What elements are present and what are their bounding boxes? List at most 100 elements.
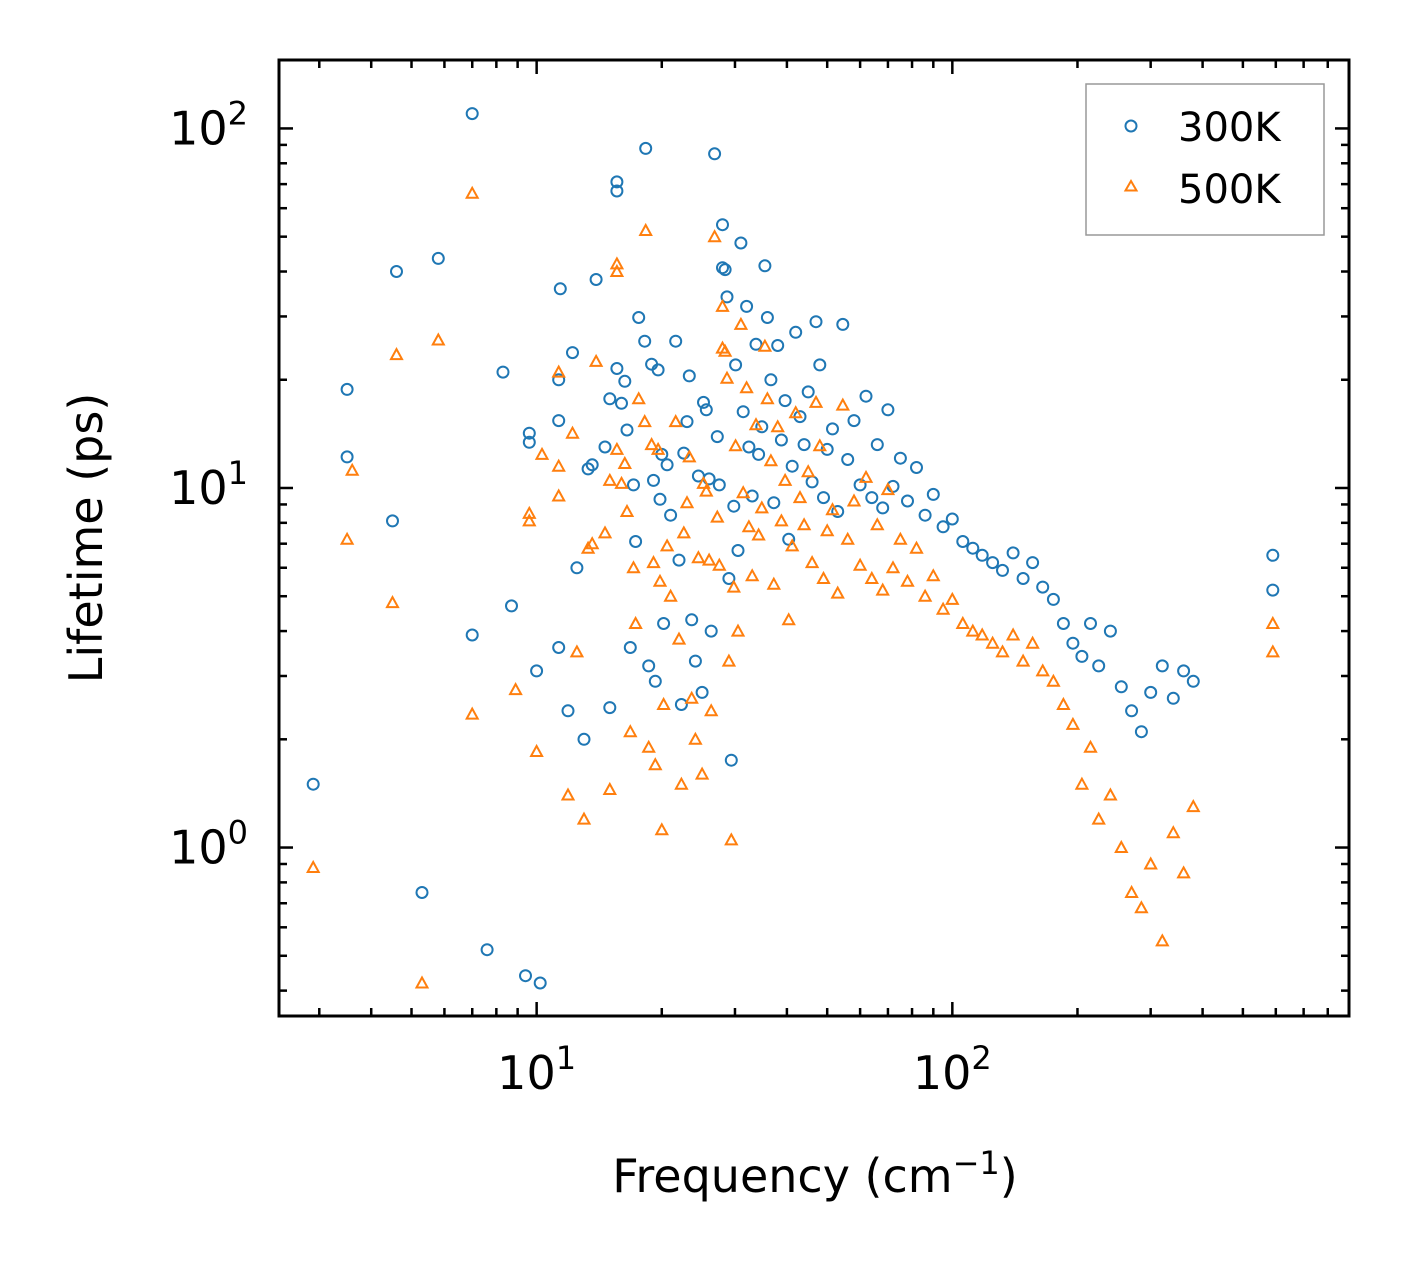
data-point-300k: [1036, 580, 1050, 594]
data-point-300k: [581, 462, 595, 476]
data-point-300k: [817, 491, 830, 505]
data-point-300k: [340, 450, 354, 464]
data-point-300k: [496, 365, 510, 379]
data-point-500k: [696, 475, 711, 489]
data-point-300k: [881, 403, 895, 417]
data-point-300k: [577, 732, 591, 746]
data-point-300k: [797, 438, 811, 452]
data-point-300k: [1166, 691, 1180, 705]
data-point-500k: [748, 417, 764, 431]
data-point-500k: [830, 585, 845, 599]
data-point-300k: [465, 628, 479, 642]
data-point-300k: [629, 535, 643, 548]
x-tick-label-exponent: 1: [556, 1039, 576, 1077]
data-point-300k: [657, 617, 671, 630]
data-point-300k: [603, 392, 617, 406]
data-point-500k: [1114, 839, 1129, 853]
data-point-300k: [589, 273, 603, 286]
data-point-300k: [638, 334, 652, 348]
data-point-500k: [766, 576, 781, 590]
data-point-300k: [552, 414, 566, 428]
data-point-300k: [465, 107, 479, 121]
data-point-500k: [835, 397, 850, 411]
data-point-300k: [570, 561, 584, 575]
data-point-500k: [736, 485, 751, 499]
data-point-300k: [1026, 556, 1040, 570]
data-point-500k: [679, 495, 695, 509]
data-point-300k: [1125, 704, 1139, 718]
data-point-300k: [618, 374, 632, 388]
data-point-500k: [733, 316, 749, 330]
data-point-300k: [1066, 636, 1080, 650]
data-point-500k: [781, 612, 796, 626]
data-point-500k: [654, 822, 669, 836]
data-point-300k: [778, 394, 792, 408]
data-point-500k: [638, 222, 653, 236]
data-point-300k: [731, 544, 745, 557]
data-point-300k: [901, 494, 914, 508]
data-point-300k: [745, 489, 759, 503]
data-point-500k: [619, 503, 635, 517]
data-point-500k: [663, 588, 678, 602]
data-point-300k: [642, 659, 656, 673]
data-point-500k: [414, 975, 430, 989]
data-point-500k: [389, 347, 404, 361]
data-point-500k: [864, 570, 879, 584]
data-point-300k: [669, 334, 683, 348]
data-point-300k: [716, 261, 729, 275]
y-tick-label: 101: [169, 454, 248, 515]
data-point-500k: [751, 527, 766, 541]
data-point-300k: [740, 299, 754, 313]
data-point-500k: [551, 458, 566, 472]
data-point-500k: [644, 437, 659, 451]
data-point-300k: [918, 508, 932, 522]
data-point-300k: [865, 491, 879, 505]
data-point-300k: [836, 317, 850, 331]
data-point-500k: [820, 523, 835, 537]
data-point-500k: [617, 455, 632, 469]
data-point-300k: [1177, 664, 1191, 678]
data-point-300k: [859, 389, 873, 403]
data-point-500k: [671, 631, 687, 645]
data-point-300k: [627, 478, 640, 492]
data-point-300k: [847, 414, 861, 428]
y-tick-label-exponent: 0: [228, 814, 248, 852]
data-point-500k: [721, 653, 737, 667]
data-point-300k: [704, 624, 718, 638]
y-tick-label-base: 10: [169, 461, 228, 515]
x-tick-label-base: 10: [913, 1046, 972, 1100]
data-point-300k: [620, 423, 634, 437]
data-point-500k: [569, 644, 585, 658]
data-point-300k: [734, 236, 748, 250]
data-point-500k: [745, 568, 760, 582]
data-point-300k: [736, 405, 750, 419]
data-point-500k: [1176, 865, 1191, 879]
data-point-500k: [701, 552, 717, 566]
data-point-300k: [841, 453, 855, 466]
data-point-500k: [614, 475, 629, 489]
data-point-300k: [1134, 725, 1148, 739]
data-point-500k: [668, 414, 683, 428]
data-point-300k: [505, 599, 518, 613]
data-point-300k: [552, 373, 566, 387]
data-point-300k: [785, 459, 799, 473]
data-point-500k: [926, 568, 941, 582]
y-tick-label-exponent: 1: [228, 454, 248, 492]
data-point-300k: [986, 556, 1000, 570]
data-point-300k: [651, 363, 665, 377]
data-point-300k: [718, 263, 732, 277]
data-point-500k: [1005, 627, 1021, 641]
data-point-500k: [893, 531, 908, 545]
data-point-500k: [1265, 644, 1280, 658]
data-point-500k: [726, 579, 741, 593]
data-point-500k: [609, 263, 625, 277]
data-point-300k: [893, 451, 907, 465]
data-point-300k: [742, 440, 756, 454]
data-point-500k: [754, 500, 769, 514]
data-point-300k: [1092, 659, 1106, 673]
data-point-500k: [565, 425, 580, 439]
data-point-300k: [598, 440, 612, 454]
x-axis-label: Frequency (cm−1): [612, 1144, 1017, 1203]
data-point-500k: [656, 696, 671, 710]
data-point-500k: [694, 766, 710, 780]
